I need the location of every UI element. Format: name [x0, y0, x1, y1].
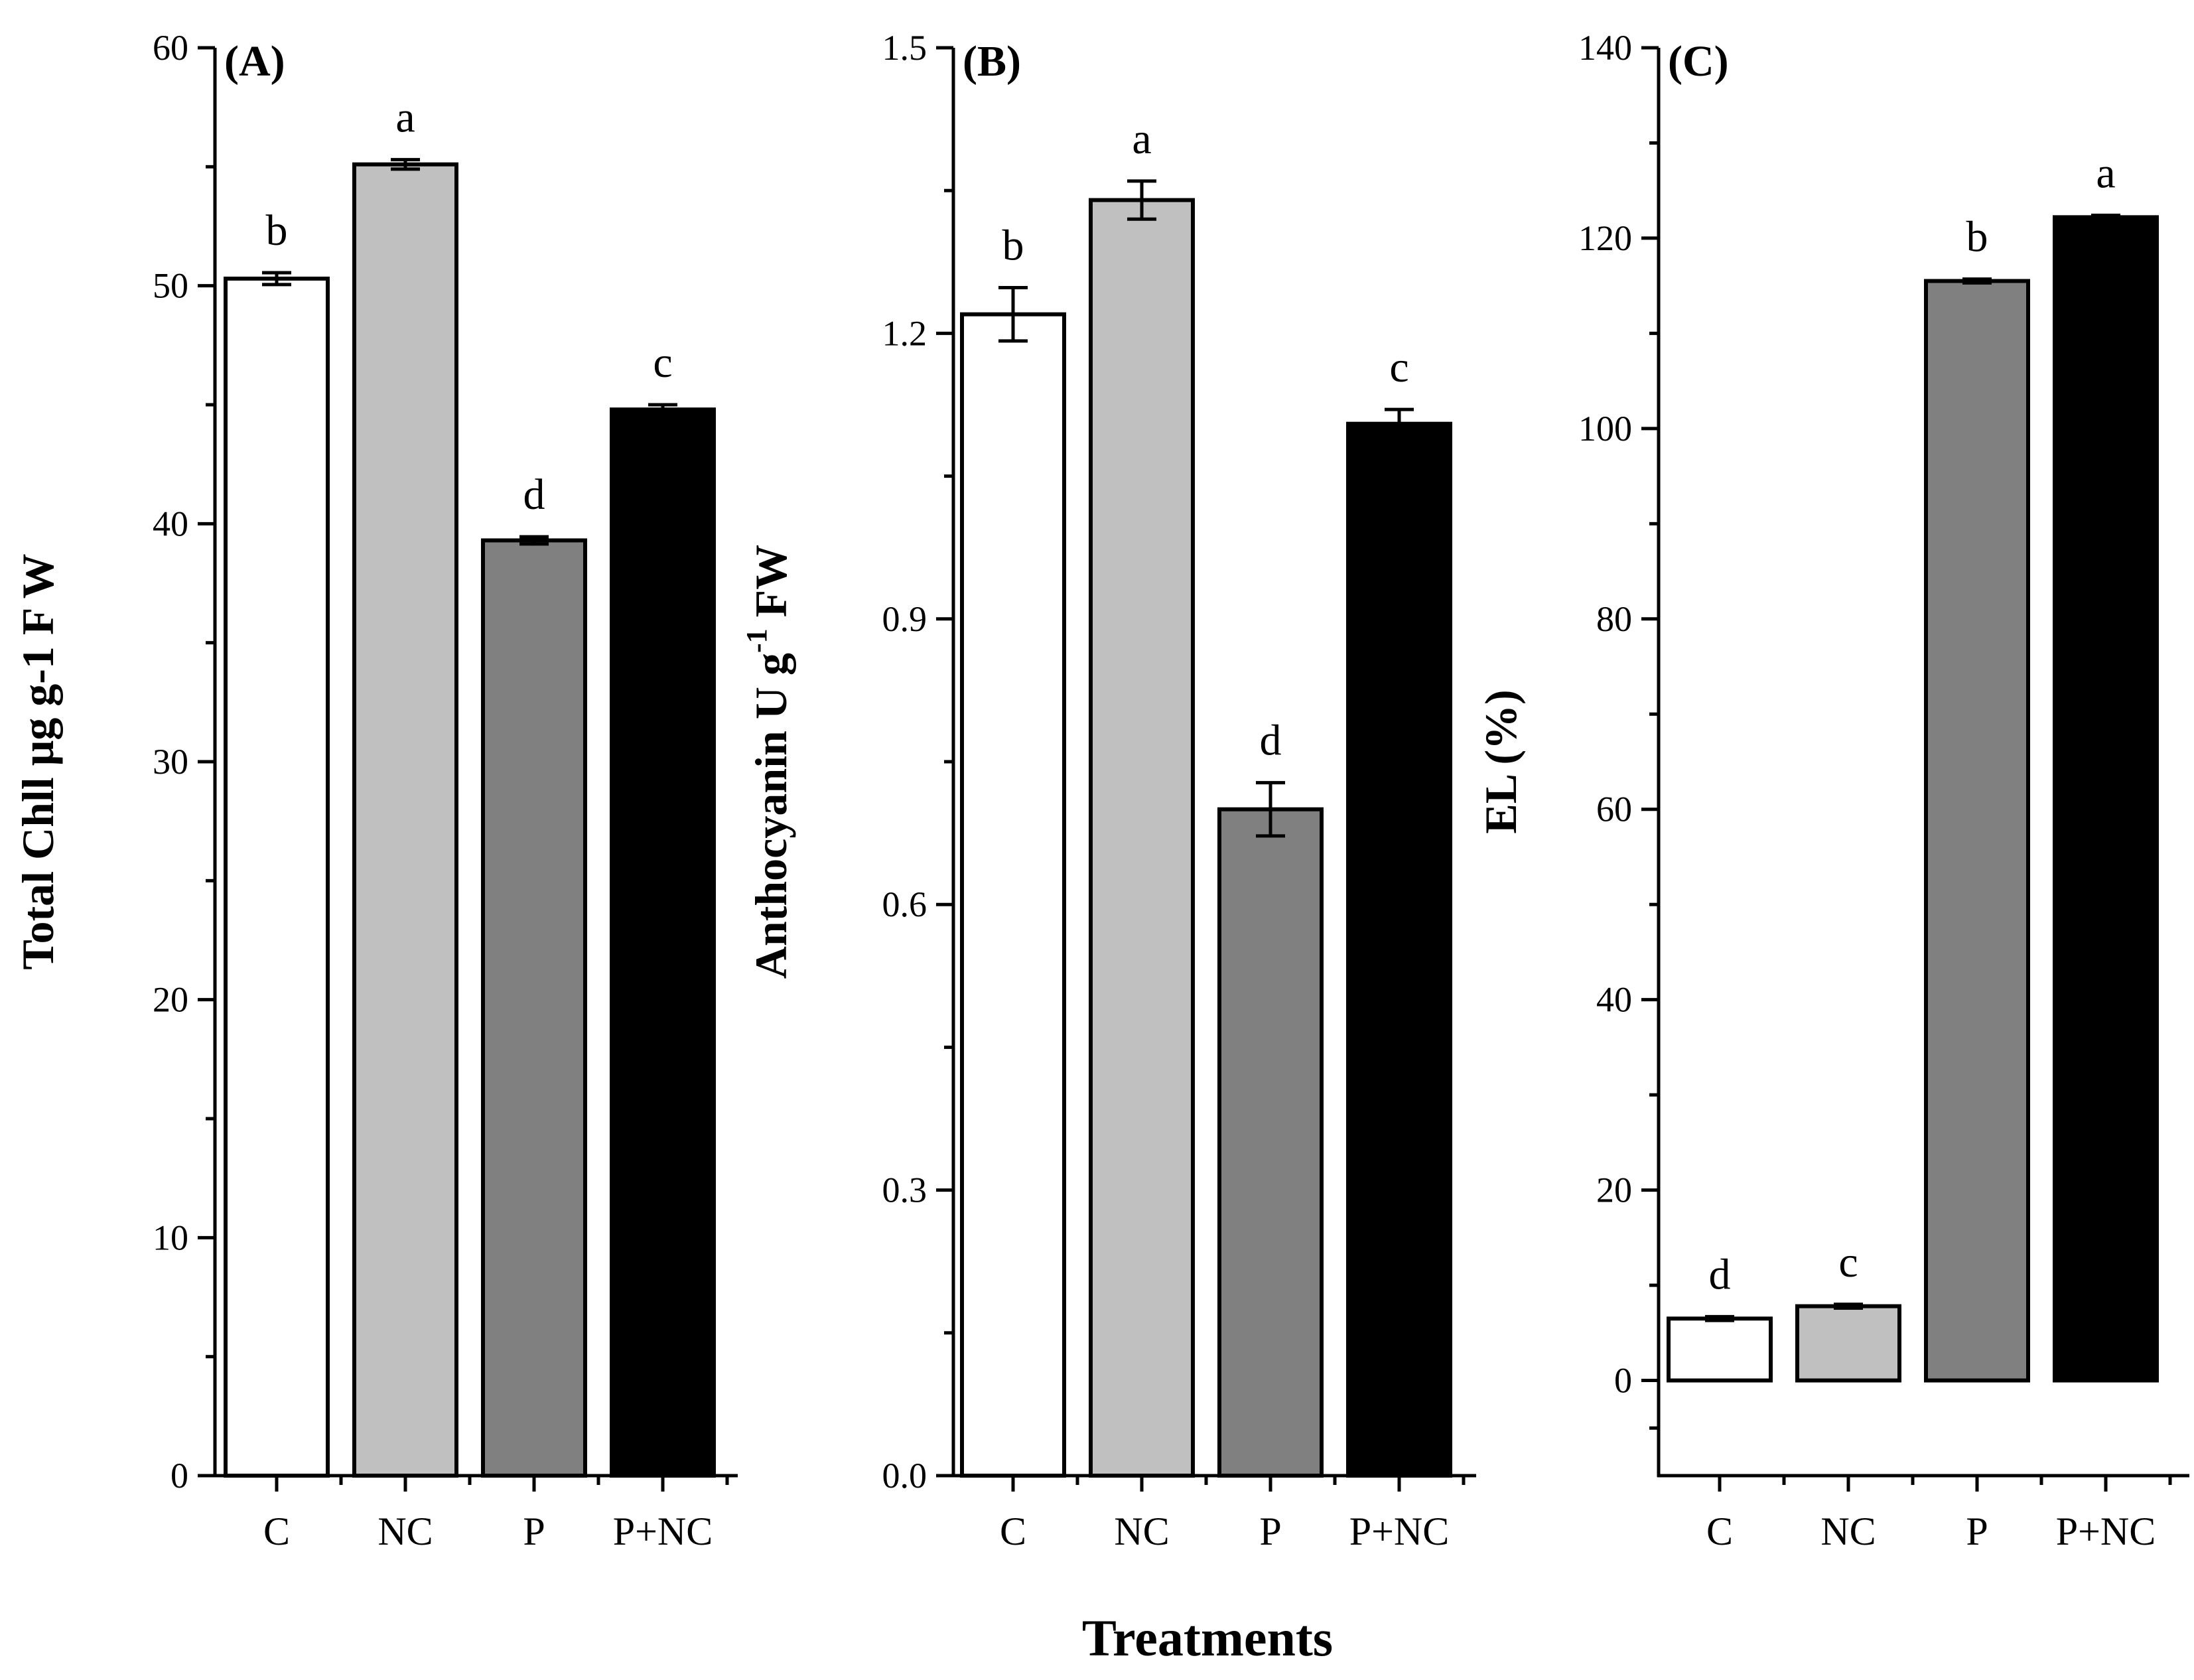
panel-a-y-tick-label: 40 — [153, 504, 188, 543]
panel-c-bar — [2053, 215, 2159, 1383]
panel-c-category-label: P+NC — [2056, 1509, 2156, 1553]
panel-c-y-tick-label: 100 — [1578, 409, 1632, 449]
panel-a-significance-letter: a — [395, 94, 415, 142]
panel-b-significance-letter: a — [1132, 115, 1151, 163]
panel-a-y-tick-label: 0 — [171, 1456, 188, 1496]
panel-b-y-axis-label-end: FW — [746, 545, 796, 629]
panel-b-y-tick-label: 0.0 — [882, 1456, 927, 1496]
panel-c-y-axis-label: EL (%) — [1475, 689, 1526, 833]
panel-b-y-tick-label: 0.3 — [882, 1170, 927, 1210]
panel-b-category-label: P+NC — [1349, 1509, 1450, 1553]
panel-a-y-tick-label: 50 — [153, 266, 188, 306]
panel-c-chart: 0 20 40 60 80 100 120 140 d Cc NC b Pa P+NC (C) EL (%) — [1475, 28, 2189, 1553]
panel-a-bar — [352, 162, 458, 1478]
panel-c-label: (C) — [1668, 37, 1729, 86]
panel-c-bar — [1667, 1316, 1773, 1383]
panel-c-y-tick-label: 80 — [1596, 599, 1632, 639]
panel-a-category-label: C — [263, 1509, 290, 1553]
panel-b-y-axis-label-main: Anthocyanin U g — [746, 653, 796, 979]
panel-a-category-label: P+NC — [613, 1509, 713, 1553]
panel-a-category-label: NC — [377, 1509, 433, 1553]
panel-a-bar — [224, 276, 330, 1478]
panel-b-category-label: P — [1259, 1509, 1281, 1553]
panel-b-y-axis-label-superscript: -1 — [740, 628, 773, 653]
panel-a-category-label: P — [523, 1509, 545, 1553]
panel-a-y-tick-label: 10 — [153, 1218, 188, 1257]
panel-b-significance-letter: d — [1260, 717, 1282, 765]
panel-c-y-tick-label: 120 — [1578, 218, 1632, 258]
panel-c-category-label: NC — [1820, 1509, 1876, 1553]
panel-c-bar — [1795, 1304, 1901, 1383]
panel-c-category-label: C — [1706, 1509, 1733, 1553]
panel-b-bar — [960, 312, 1066, 1478]
panel-c-significance-letter: d — [1709, 1250, 1731, 1298]
panel-c-bar — [1924, 279, 2030, 1383]
panel-a-y-tick-label: 20 — [153, 980, 188, 1020]
panel-b-bar — [1089, 198, 1195, 1478]
panel-c-category-label: P — [1966, 1509, 1988, 1553]
panel-b-y-tick-label: 1.2 — [882, 313, 927, 353]
panel-a-chart: 0 10 20 30 40 50 60 b Ca NC d Pc P+NC (A) Total Chll μ… — [13, 28, 738, 1553]
panel-a-bar — [481, 538, 587, 1478]
x-axis-label: Treatments — [1082, 1609, 1333, 1667]
panel-a-significance-letter: d — [523, 470, 545, 519]
panel-b-label: (B) — [963, 37, 1021, 86]
panel-c-y-tick-label: 20 — [1596, 1170, 1632, 1210]
panel-b-significance-letter: c — [1389, 343, 1408, 391]
panel-a-significance-letter: b — [266, 206, 288, 255]
panel-c-y-tick-label: 140 — [1578, 28, 1632, 68]
panel-c-y-tick-label: 0 — [1614, 1361, 1632, 1401]
panel-b-chart: 0.0 0.3 0.6 0.9 1.2 1.5 b Ca NC d Pc P+NC (B) Anthocy… — [740, 28, 1476, 1553]
panel-a-y-axis-label: Total Chll μg g-1 F W — [13, 553, 63, 969]
panel-c-significance-letter: b — [1966, 213, 1988, 261]
panel-b-significance-letter: b — [1002, 222, 1024, 270]
panel-b-category-label: NC — [1114, 1509, 1169, 1553]
panel-a-y-tick-label: 60 — [153, 28, 188, 68]
panel-a-y-tick-label: 30 — [153, 742, 188, 782]
panel-a-bar — [610, 407, 716, 1478]
panel-b-bar — [1346, 421, 1452, 1478]
panel-b-y-tick-label: 1.5 — [882, 28, 927, 68]
panel-c-y-tick-label: 40 — [1596, 980, 1632, 1020]
panel-b-bar — [1217, 807, 1324, 1478]
panel-c-y-tick-label: 60 — [1596, 790, 1632, 829]
panel-a-label: (A) — [224, 37, 285, 86]
panel-a-significance-letter: c — [653, 338, 672, 387]
panel-b-category-label: C — [1000, 1509, 1026, 1553]
panel-c-significance-letter: a — [2096, 149, 2115, 198]
panel-b-y-axis-label: Anthocyanin U g-1 FW — [740, 545, 796, 979]
panel-b-y-tick-label: 0.9 — [882, 599, 927, 639]
panel-c-significance-letter: c — [1838, 1238, 1858, 1287]
panel-b-y-tick-label: 0.6 — [882, 884, 927, 924]
